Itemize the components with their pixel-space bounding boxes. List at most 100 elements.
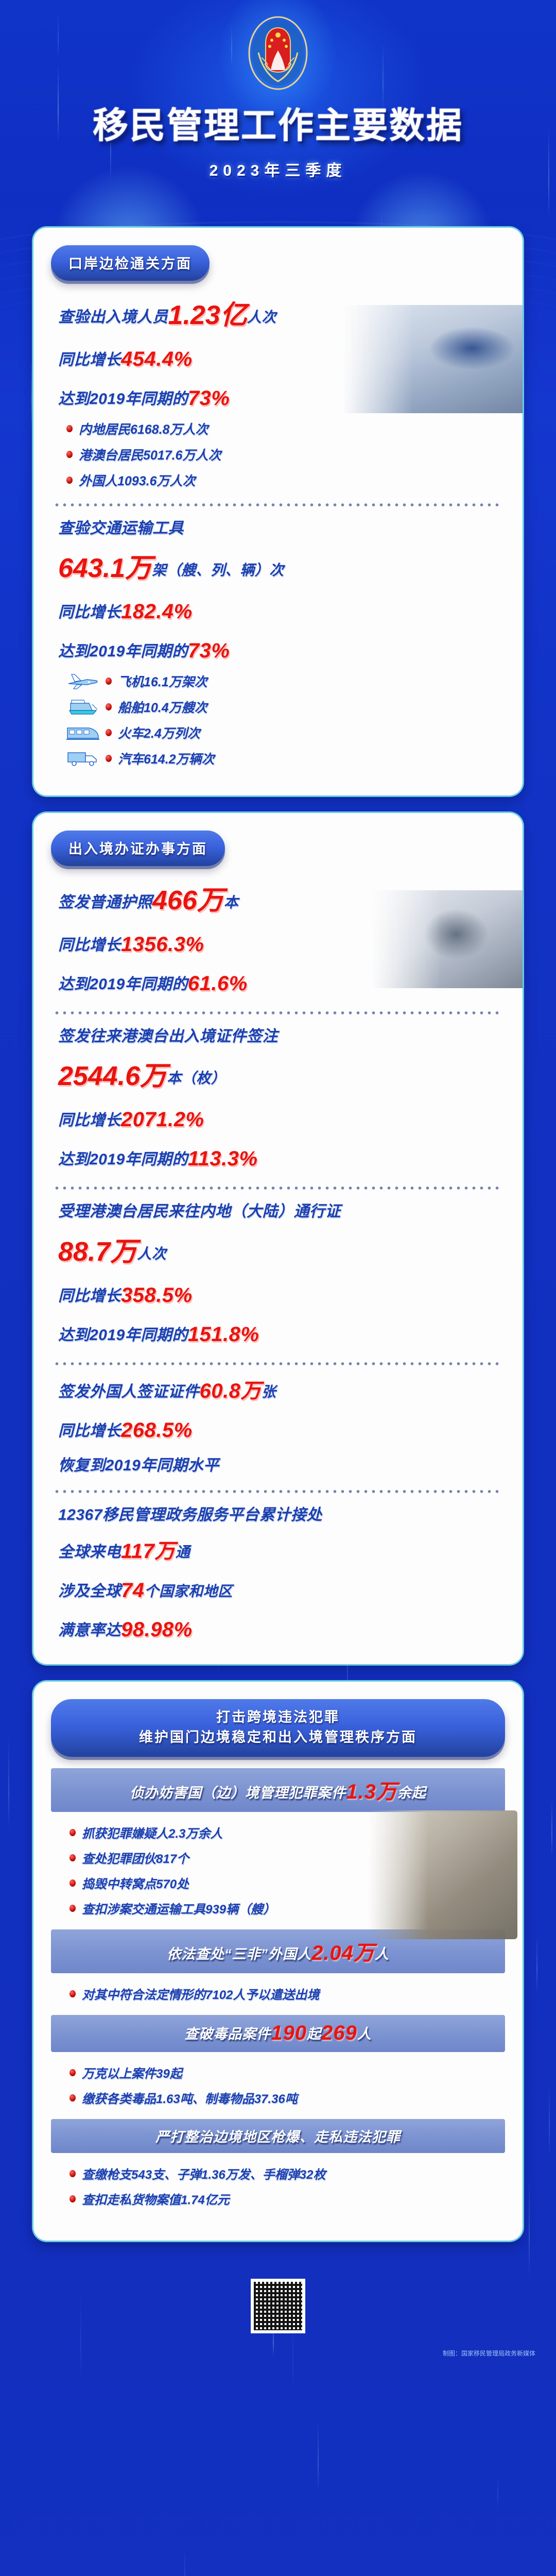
divider	[53, 1489, 503, 1494]
section-title-border-inspection: 口岸边检通关方面	[51, 245, 210, 281]
stat-line: 同比增长182.4%	[58, 598, 505, 625]
bullet-dot-icon	[70, 2195, 76, 2202]
list-item: 万克以上案件39起	[70, 2063, 505, 2081]
stat-label: 同比增长	[58, 937, 121, 954]
list-item: 飞机16.1万架次	[66, 672, 505, 690]
stat-label: 签发外国人签证证件	[58, 1383, 200, 1400]
group-heading: 侦办妨害国（边）境管理犯罪案件1.3万余起	[51, 1768, 505, 1812]
stat-label: 余起	[397, 1785, 426, 1801]
stat-label: 达到2019年同期的	[58, 1327, 188, 1344]
list-item: 汽车614.2万辆次	[66, 749, 505, 768]
stat-line: 签发外国人签证证件60.8万张	[58, 1377, 505, 1405]
list-item: 内地居民6168.8万人次	[66, 419, 505, 438]
list-item-label: 内地居民6168.8万人次	[79, 419, 208, 438]
stat-label: 本（枚）	[167, 1070, 225, 1086]
list-item-label: 港澳台居民5017.6万人次	[79, 445, 221, 464]
bullet-dot-icon	[70, 1905, 76, 1912]
card-exit-entry-documents: 出入境办证办事方面 签发普通护照466万本 同比增长1356.3% 达到2019年同期…	[33, 813, 523, 1664]
bullet-dot-icon	[70, 1879, 76, 1887]
list-item-label: 飞机16.1万架次	[118, 672, 207, 690]
bullet-dot-icon	[70, 1829, 76, 1836]
stat-line: 达到2019年同期的151.8%	[58, 1320, 505, 1348]
stat-line: 全球来电117万通	[58, 1537, 505, 1565]
list-item-label: 缴获各类毒品1.63吨、制毒物品37.36吨	[82, 2089, 298, 2107]
stat-value: 73%	[188, 387, 230, 410]
airplane-icon	[66, 672, 99, 690]
truck-icon	[66, 750, 99, 767]
bullet-dot-icon	[106, 755, 112, 762]
stat-line: 达到2019年同期的113.3%	[58, 1145, 505, 1173]
stat-label: 张	[262, 1384, 276, 1400]
stat-value: 117万	[121, 1540, 176, 1563]
stat-label: 达到2019年同期的	[58, 391, 188, 408]
stat-line: 12367移民管理政务服务平台累计接处	[58, 1505, 505, 1526]
stat-label: 依法查处“三非”外国人	[167, 1946, 311, 1962]
list-item: 查处犯罪团伙817个	[70, 1849, 505, 1867]
list-item: 港澳台居民5017.6万人次	[66, 445, 505, 464]
stat-label: 12367移民管理政务服务平台累计接处	[58, 1506, 322, 1523]
stat-label: 人次	[137, 1246, 166, 1262]
emblem-wrapper	[246, 14, 310, 92]
stat-value: 1.23亿	[168, 300, 247, 330]
stat-value: 61.6%	[188, 972, 248, 995]
stat-value: 60.8万	[200, 1380, 262, 1402]
list-item: 外国人1093.6万人次	[66, 471, 505, 489]
bullet-list: 查缴枪支543支、子弹1.36万发、手榴弹32枚 查扣走私货物案值1.74亿元	[70, 2164, 505, 2208]
list-item: 船舶10.4万艘次	[66, 698, 505, 716]
stat-label: 同比增长	[58, 1287, 121, 1304]
stat-line: 受理港澳台居民来往内地（大陆）通行证	[58, 1201, 505, 1223]
bullet-list: 对其中符合法定情形的7102人予以遣送出境	[70, 1985, 505, 2003]
divider	[53, 1362, 503, 1366]
list-item-label: 火车2.4万列次	[118, 723, 200, 742]
stat-value: 1.3万	[346, 1781, 397, 1803]
bullet-dot-icon	[66, 425, 73, 432]
list-item-label: 汽车614.2万辆次	[118, 749, 215, 768]
stat-value: 358.5%	[121, 1284, 193, 1307]
bullet-dot-icon	[106, 703, 112, 710]
stat-value: 268.5%	[121, 1419, 193, 1442]
stat-line: 涉及全球74个国家和地区	[58, 1577, 505, 1604]
stat-label: 达到2019年同期的	[58, 643, 188, 660]
stat-label: 本	[224, 894, 239, 910]
stat-label: 涉及全球	[58, 1583, 121, 1600]
stat-label: 侦办妨害国（边）境管理犯罪案件	[130, 1785, 346, 1801]
stat-value: 466万	[152, 886, 224, 916]
divider	[53, 1011, 503, 1015]
stat-line: 达到2019年同期的73%	[58, 384, 505, 412]
stat-value: 269	[321, 2022, 357, 2044]
national-immigration-administration-emblem-icon	[246, 14, 310, 92]
list-item: 捣毁中转窝点570处	[70, 1874, 505, 1892]
list-item: 查扣走私货物案值1.74亿元	[70, 2190, 505, 2208]
divider	[53, 503, 503, 507]
section-title-line-1: 打击跨境违法犯罪	[216, 1709, 340, 1725]
stat-label: 起	[307, 2026, 321, 2042]
list-item: 查扣涉案交通运输工具939辆（艘）	[70, 1899, 505, 1917]
stat-line: 2544.6万本（枚）	[58, 1058, 505, 1094]
stat-value: 1356.3%	[121, 933, 204, 956]
stat-label: 同比增长	[58, 1422, 121, 1439]
bullet-list: 飞机16.1万架次船舶10.4万艘次火车2.4万列次 汽车614.2万辆次	[66, 672, 505, 768]
stat-label: 签发往来港澳台出入境证件签注	[58, 1028, 278, 1045]
card-border-inspection: 口岸边检通关方面 查验出入境人员1.23亿人次 同比增长454.4% 达到2019年同…	[33, 228, 523, 795]
list-item-label: 查处犯罪团伙817个	[82, 1849, 189, 1867]
stat-label: 个国家和地区	[145, 1583, 233, 1599]
qr-code[interactable]	[251, 2279, 305, 2333]
stat-line: 同比增长268.5%	[58, 1416, 505, 1444]
bullet-dot-icon	[66, 477, 73, 484]
list-item-label: 查扣走私货物案值1.74亿元	[82, 2190, 230, 2208]
stat-value: 98.98%	[121, 1618, 193, 1641]
stat-label: 人	[375, 1946, 389, 1962]
section-title-cross-border-crime: 打击跨境违法犯罪维护国门边境稳定和出入境管理秩序方面	[51, 1699, 505, 1757]
stat-label: 架（艘、列、辆）次	[152, 562, 284, 578]
stat-line: 查验交通运输工具	[58, 518, 505, 539]
qr-code-pattern	[254, 2282, 302, 2330]
section-title-line-2: 维护国门边境稳定和出入境管理秩序方面	[139, 1730, 417, 1745]
stat-label: 恢复到2019年同期水平	[58, 1457, 219, 1474]
stat-label: 查验交通运输工具	[58, 520, 184, 537]
ship-icon	[66, 698, 99, 716]
list-item: 抓获犯罪嫌疑人2.3万余人	[70, 1823, 505, 1841]
stat-label: 同比增长	[58, 351, 121, 368]
group-heading: 严打整治边境地区枪爆、走私违法犯罪	[51, 2119, 505, 2153]
stat-value: 74	[121, 1579, 145, 1602]
stat-label: 达到2019年同期的	[58, 1151, 188, 1168]
